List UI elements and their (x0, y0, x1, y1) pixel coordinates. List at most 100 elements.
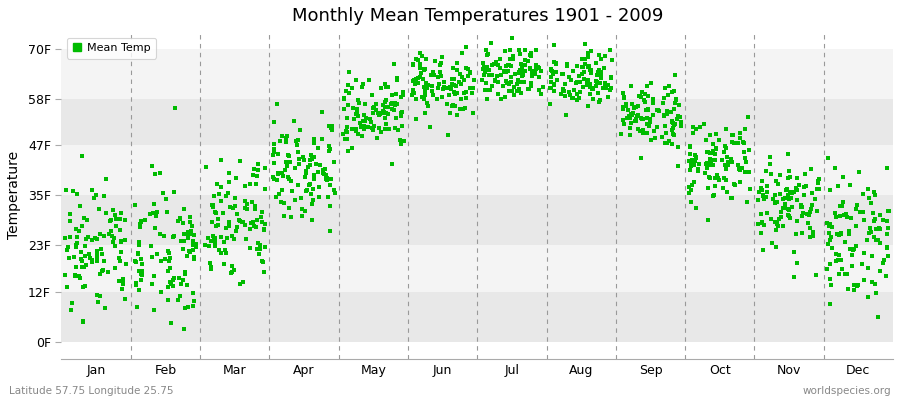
Point (379, 110, 393, 116)
Point (284, 188, 299, 194)
Point (226, 204, 240, 211)
Point (580, 64, 595, 70)
Point (683, 150, 698, 157)
Point (98, 176, 112, 182)
Point (873, 226, 887, 232)
Point (284, 213, 299, 220)
Point (323, 146, 338, 152)
Point (693, 123, 707, 130)
Point (252, 251, 266, 257)
Point (73, 274, 87, 281)
Bar (61, 292, 893, 342)
Point (323, 176, 338, 182)
Point (578, 56, 592, 62)
Point (691, 161, 706, 168)
Point (617, 120, 632, 127)
Point (572, 73, 586, 79)
Point (61, 244, 76, 250)
Point (719, 166, 733, 172)
Point (85, 187, 99, 194)
Point (566, 95, 580, 102)
Point (377, 81, 392, 88)
Point (833, 230, 848, 237)
Point (313, 162, 328, 168)
Point (58, 272, 72, 278)
Point (281, 174, 295, 181)
Point (497, 69, 511, 75)
Point (186, 303, 201, 309)
Point (448, 91, 463, 98)
Point (339, 123, 354, 130)
Point (466, 77, 481, 83)
Point (667, 106, 681, 112)
Point (785, 204, 799, 210)
Point (271, 151, 285, 157)
Point (638, 99, 652, 106)
Point (673, 123, 688, 130)
Point (765, 240, 779, 246)
Point (233, 158, 248, 164)
Point (781, 192, 796, 198)
Point (109, 223, 123, 230)
Point (636, 130, 651, 136)
Point (266, 152, 281, 158)
Point (484, 40, 499, 46)
Point (93, 230, 107, 237)
Point (172, 274, 186, 281)
Point (321, 148, 336, 154)
Point (150, 251, 165, 257)
Point (93, 270, 107, 277)
Point (524, 53, 538, 59)
Point (586, 86, 600, 92)
Point (106, 239, 121, 245)
Point (682, 184, 697, 190)
Point (779, 186, 794, 193)
Point (352, 100, 366, 106)
Point (256, 269, 271, 275)
Point (770, 221, 785, 227)
Point (527, 70, 542, 76)
Point (450, 60, 464, 66)
Point (186, 232, 201, 238)
Point (145, 210, 159, 216)
Point (176, 277, 190, 283)
Point (502, 55, 517, 62)
Point (523, 66, 537, 72)
Point (68, 273, 82, 279)
Point (794, 201, 808, 208)
Point (218, 247, 232, 253)
Point (689, 205, 704, 211)
Point (134, 272, 148, 278)
Point (394, 122, 409, 129)
Point (304, 216, 319, 223)
Point (824, 234, 838, 240)
Point (601, 94, 616, 100)
Point (166, 274, 181, 281)
Point (697, 121, 711, 127)
Point (134, 255, 148, 262)
Point (174, 281, 188, 288)
Point (302, 182, 316, 189)
Point (411, 80, 426, 86)
Point (328, 190, 342, 196)
Point (108, 242, 122, 249)
Point (481, 87, 495, 94)
Point (415, 94, 429, 100)
Point (560, 63, 574, 69)
Point (267, 141, 282, 147)
Point (857, 277, 871, 283)
Point (857, 250, 871, 256)
Point (521, 86, 535, 92)
Point (545, 70, 560, 77)
Point (112, 255, 126, 261)
Point (408, 81, 422, 87)
Point (303, 157, 318, 164)
Point (670, 144, 685, 150)
Point (340, 147, 355, 154)
Point (663, 109, 678, 116)
Point (248, 166, 262, 172)
Point (418, 110, 432, 117)
Point (499, 63, 513, 69)
Point (740, 199, 754, 205)
Point (569, 80, 583, 86)
